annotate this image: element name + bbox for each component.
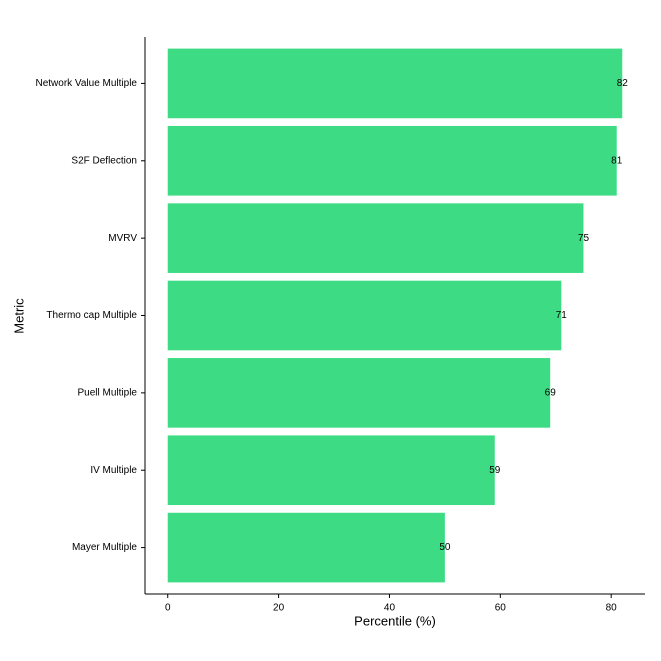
y-tick-label: Thermo cap Multiple: [46, 310, 137, 321]
bar: [167, 280, 562, 351]
data-label: 50: [439, 542, 451, 553]
bar: [167, 203, 584, 273]
y-axis-title: Metric: [11, 298, 26, 334]
bar: [167, 512, 445, 583]
x-tick-label: 60: [495, 603, 507, 614]
data-label: 81: [611, 155, 623, 166]
bar: [167, 48, 623, 119]
x-tick-label: 20: [273, 603, 285, 614]
data-label: 69: [545, 388, 557, 399]
bar: [167, 358, 551, 428]
x-tick-label: 40: [384, 603, 396, 614]
bar: [167, 125, 617, 196]
x-axis-title: Percentile (%): [354, 613, 436, 628]
data-label: 71: [556, 310, 568, 321]
y-tick-label: Mayer Multiple: [72, 542, 137, 553]
y-tick-label: Network Value Multiple: [35, 78, 137, 89]
y-tick-label: Puell Multiple: [78, 388, 138, 399]
bar: [167, 435, 495, 506]
data-label: 59: [489, 465, 501, 476]
y-tick-label: MVRV: [108, 233, 137, 244]
data-label: 75: [578, 233, 590, 244]
x-tick-label: 80: [606, 603, 618, 614]
x-tick-label: 0: [165, 603, 171, 614]
y-tick-label: S2F Deflection: [71, 155, 137, 166]
y-tick-label: IV Multiple: [90, 465, 137, 476]
data-label: 82: [617, 78, 629, 89]
